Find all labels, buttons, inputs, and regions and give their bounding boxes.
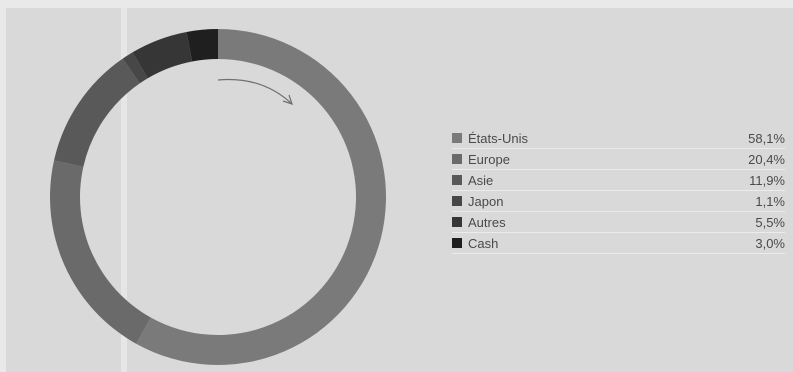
legend-item: Asie 11,9%: [452, 170, 785, 191]
legend-swatch: [452, 217, 462, 227]
direction-arrow: [217, 78, 293, 105]
legend-value: 3,0%: [755, 235, 785, 251]
legend-value: 11,9%: [749, 172, 785, 188]
legend-item: États-Unis 58,1%: [452, 128, 785, 149]
legend-value: 5,5%: [755, 214, 785, 230]
legend-value: 1,1%: [755, 193, 785, 209]
donut-slice: [186, 29, 218, 62]
legend-label: Asie: [468, 172, 494, 188]
legend-swatch: [452, 133, 462, 143]
legend-swatch: [452, 175, 462, 185]
legend-value: 58,1%: [748, 130, 785, 146]
legend-label: Japon: [468, 193, 504, 209]
legend-label: États-Unis: [468, 130, 528, 146]
legend-value: 20,4%: [748, 151, 785, 167]
legend-item: Autres 5,5%: [452, 212, 785, 233]
donut-slice: [54, 58, 140, 167]
donut-slice: [132, 31, 193, 79]
donut-slice: [136, 29, 386, 365]
legend-item: Japon 1,1%: [452, 191, 785, 212]
legend-label: Europe: [468, 151, 510, 167]
vertical-divider: [121, 8, 127, 372]
donut-slice: [122, 52, 148, 84]
legend-item: Europe 20,4%: [452, 149, 785, 170]
legend-label: Cash: [468, 235, 499, 251]
chart-legend: États-Unis 58,1% Europe 20,4% Asie 11,9%…: [452, 128, 785, 254]
legend-label: Autres: [468, 214, 506, 230]
legend-swatch: [452, 238, 462, 248]
direction-arrowhead: [282, 94, 293, 105]
donut-slice: [49, 160, 151, 344]
legend-item: Cash 3,0%: [452, 233, 785, 254]
legend-swatch: [452, 196, 462, 206]
legend-swatch: [452, 154, 462, 164]
